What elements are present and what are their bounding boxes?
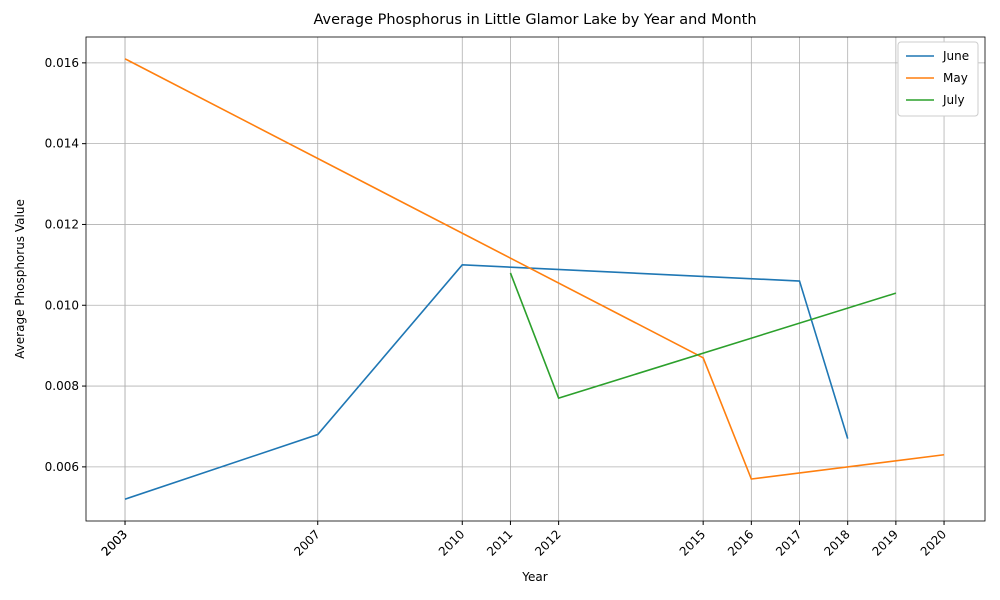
x-tick-label: 2015 [677,527,708,558]
legend-box [897,41,979,117]
x-tick-label: 2019 [869,527,900,558]
y-tick-label: 0.016 [45,56,79,70]
plot-frame [85,36,986,522]
x-tick-label: 2012 [532,527,563,558]
line-series [124,58,945,480]
x-tick-label: 2018 [821,527,852,558]
chart-title: Average Phosphorus in Little Glamor Lake… [313,12,756,28]
x-tick-label: 2003 [99,527,130,558]
x-tick-label: 2010 [436,527,467,558]
legend-label: July [942,93,965,107]
y-axis-label: Average Phosphorus Value [13,199,27,359]
line-series [509,272,897,400]
y-tick-label: 0.010 [45,298,79,312]
x-tick-label: 2011 [484,527,515,558]
x-tick-label: 2020 [918,527,949,558]
y-tick-label: 0.006 [45,460,79,474]
x-tick-label: 2007 [291,527,322,558]
legend-label: May [943,71,968,85]
x-tick-label: 2017 [773,527,804,558]
y-tick-label: 0.008 [45,379,79,393]
line-series [124,264,849,500]
legend-label: June [942,49,969,63]
x-axis-label: Year [521,570,547,584]
y-tick-label: 0.014 [45,137,79,151]
y-tick-label: 0.012 [45,217,79,231]
legend: June May July [897,41,979,117]
x-tick-label: 2016 [725,527,756,558]
